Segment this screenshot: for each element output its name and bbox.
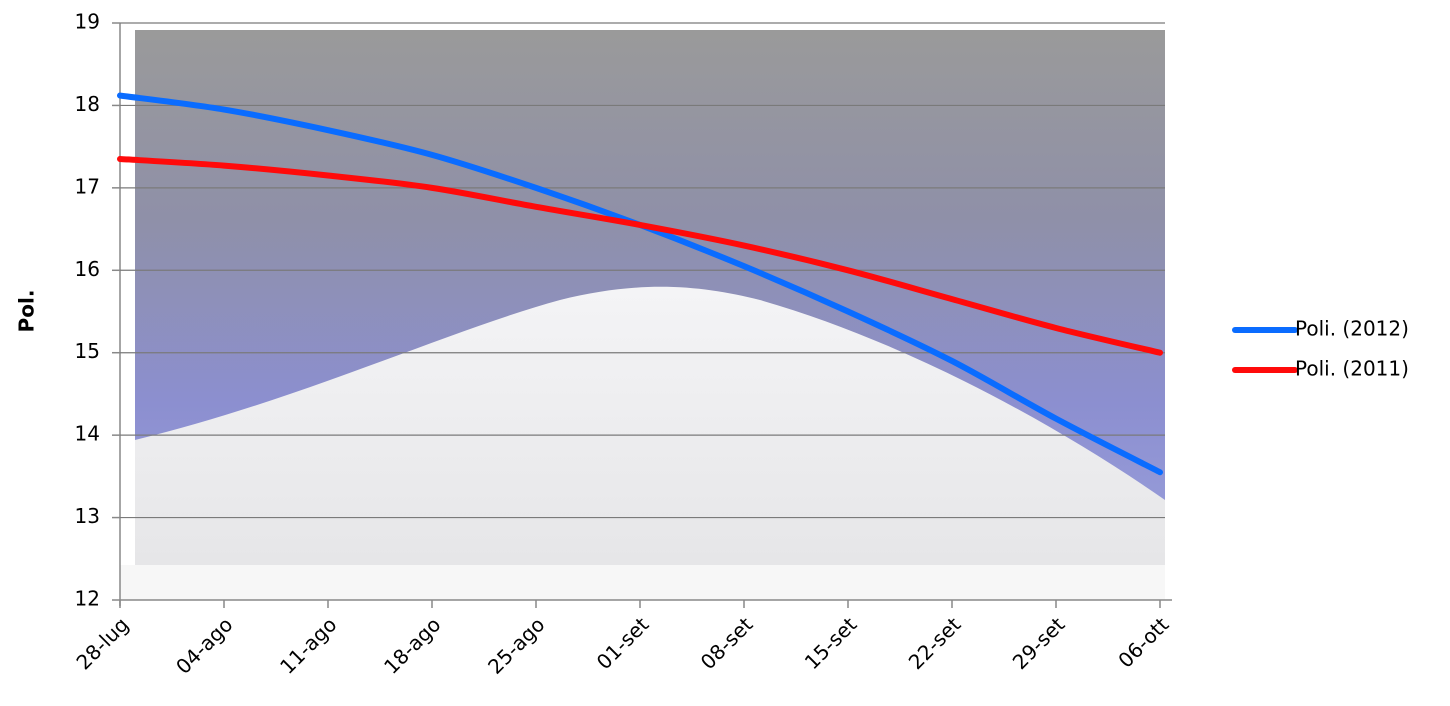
plot-floor (120, 565, 1165, 600)
x-tick-label: 15-set (800, 612, 862, 674)
y-tick-label: 14 (75, 422, 100, 446)
x-tick-label: 08-set (696, 612, 758, 674)
x-tick-label: 28-lug (71, 612, 133, 674)
legend-label: Poli. (2012) (1295, 317, 1409, 341)
y-tick-label: 17 (75, 174, 100, 198)
y-tick-label: 13 (75, 504, 100, 528)
x-tick-label: 18-ago (379, 612, 445, 678)
x-tick-label: 04-ago (171, 612, 237, 678)
x-tick-label: 01-set (592, 612, 654, 674)
y-tick-label: 15 (75, 339, 100, 363)
sugar-pile (135, 286, 1165, 565)
x-tick-label: 25-ago (483, 612, 549, 678)
legend-label: Poli. (2011) (1295, 357, 1409, 381)
y-tick-label: 19 (75, 10, 100, 34)
y-tick-label: 16 (75, 257, 100, 281)
x-tick-label: 11-ago (275, 612, 341, 678)
y-tick-label: 12 (75, 587, 100, 611)
trend-line (117, 156, 1163, 356)
y-axis-label: Pol. (15, 290, 39, 333)
x-tick-label: 29-set (1008, 612, 1070, 674)
y-tick-label: 18 (75, 92, 100, 116)
x-tick-label: 06-ott (1113, 612, 1173, 672)
x-tick-label: 22-set (904, 612, 966, 674)
